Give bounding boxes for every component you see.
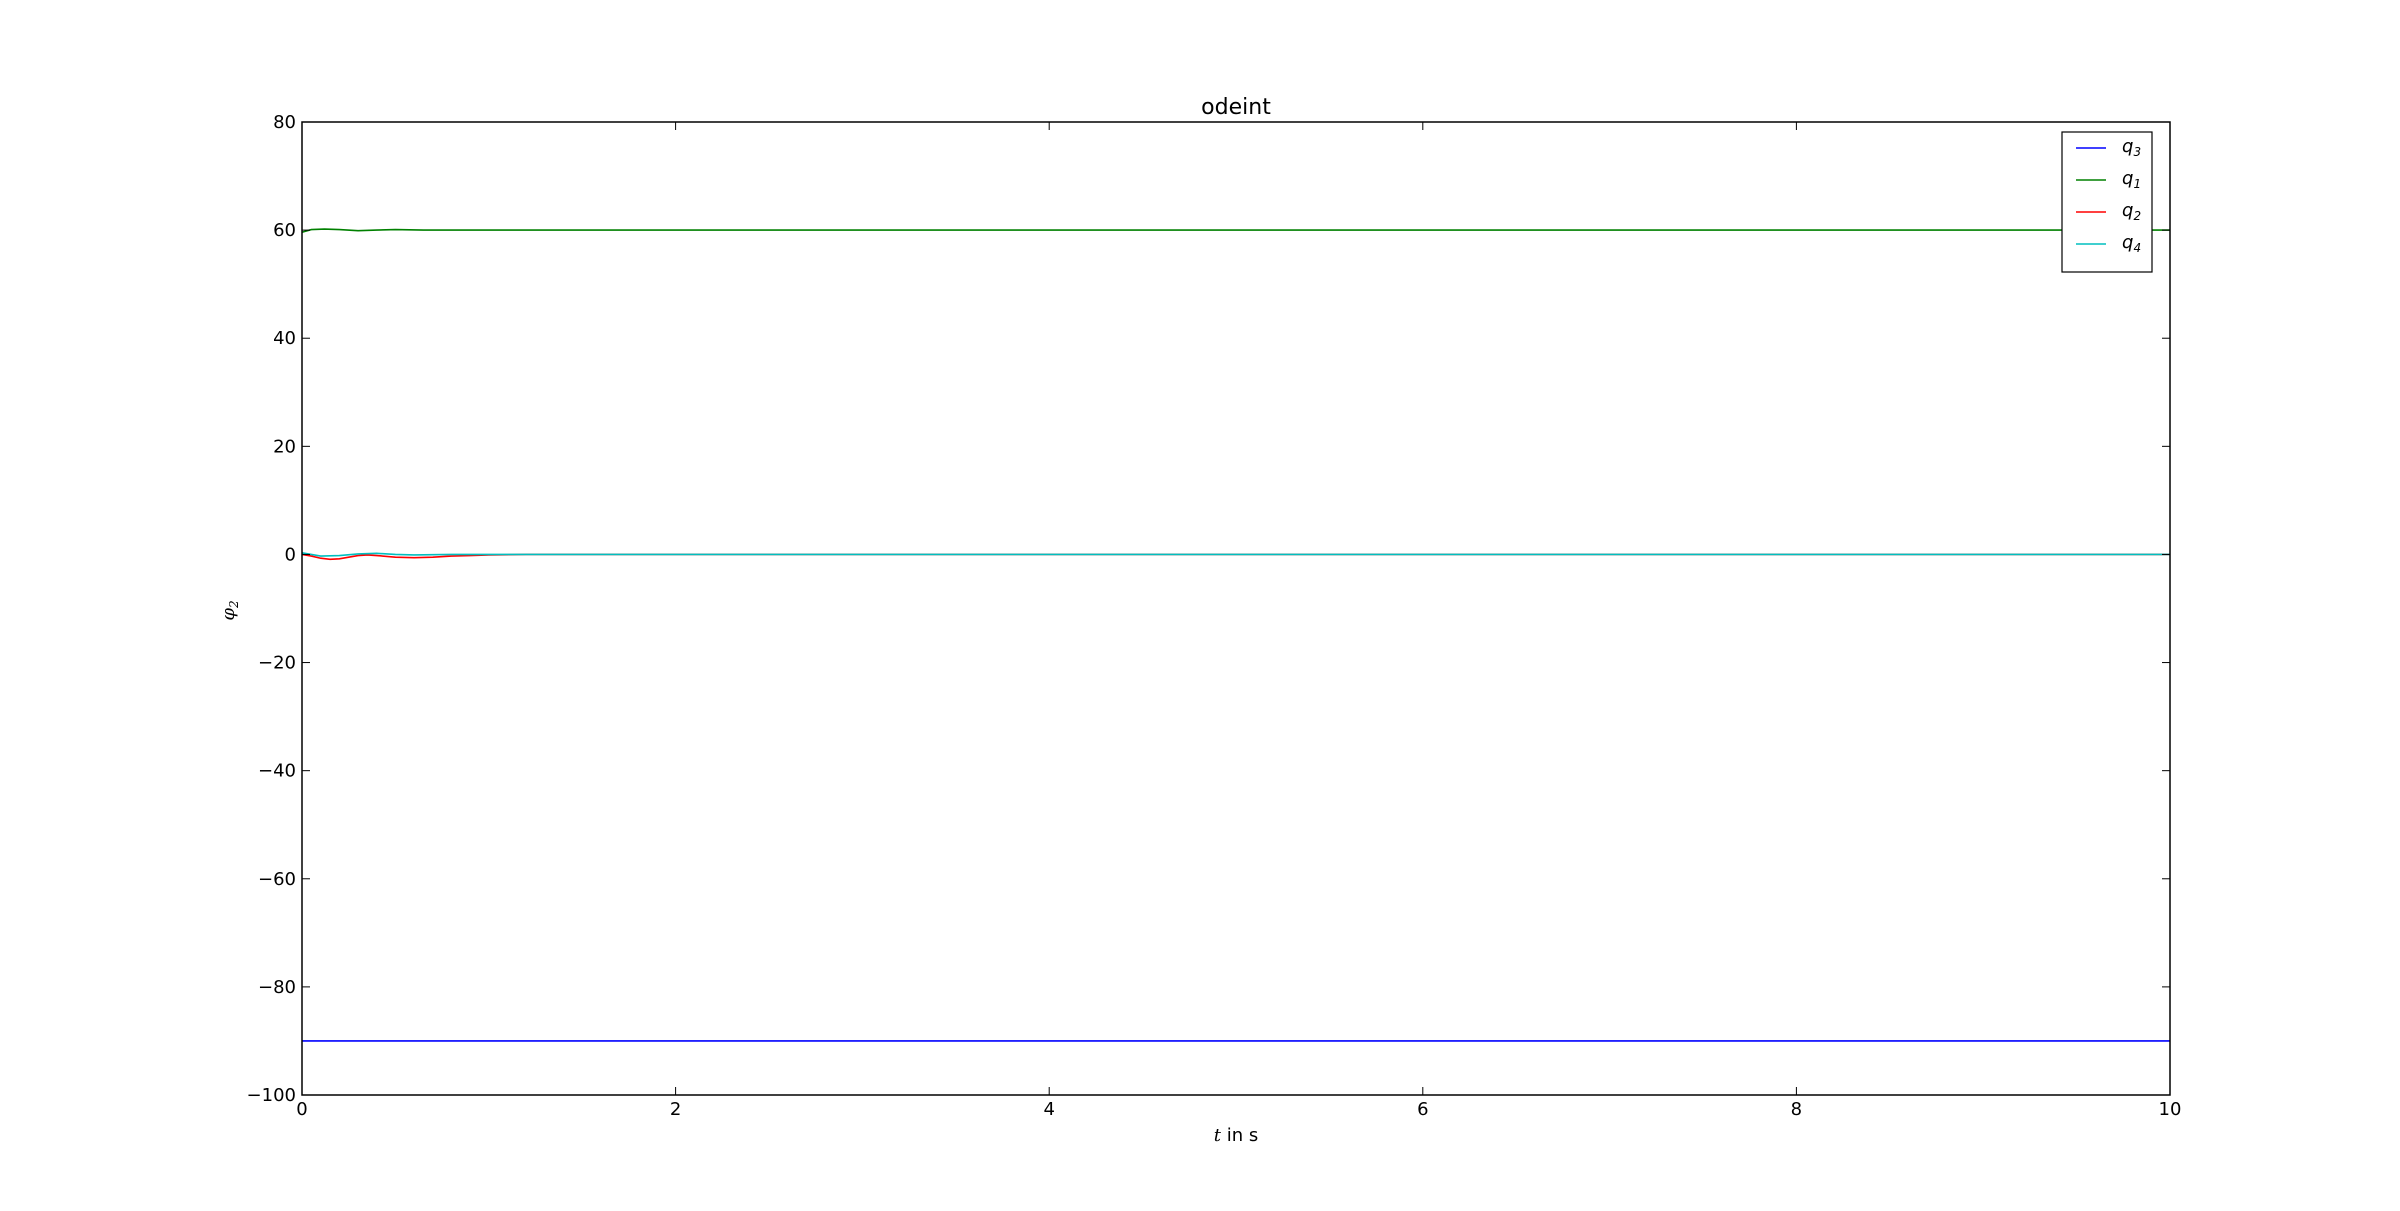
x-tick-label: 10 <box>2159 1099 2182 1120</box>
y-tick-label: −100 <box>247 1085 296 1106</box>
x-tick-label: 4 <box>1043 1099 1054 1120</box>
x-axis-label-rest: in s <box>1221 1125 1258 1146</box>
x-axis-label: t in s <box>1214 1125 1258 1146</box>
x-tick-label: 2 <box>670 1099 681 1120</box>
y-tick-label: −40 <box>258 761 296 782</box>
y-tick-label: 20 <box>273 436 296 457</box>
ticks-layer: 0 2 4 6 8 10 80 60 40 20 0 −20 −40 −60 −80 −100 <box>247 112 2182 1120</box>
y-axis-label-subscript: 2 <box>227 600 241 609</box>
x-tick-label: 6 <box>1417 1099 1428 1120</box>
y-tick-label: 80 <box>273 112 296 133</box>
x-tick-label: 8 <box>1791 1099 1802 1120</box>
chart-title: odeint <box>1201 95 1271 120</box>
y-tick-label: −20 <box>258 653 296 674</box>
series-layer <box>301 228 2170 1042</box>
y-tick-label: −80 <box>258 977 296 998</box>
y-tick-label: −60 <box>258 869 296 890</box>
series-line-q2 <box>301 553 2170 561</box>
y-axis-label: φ2 <box>218 600 241 620</box>
x-axis-label-variable: t <box>1214 1125 1222 1146</box>
legend-box <box>2061 131 2153 273</box>
legend-label-q4: q4 <box>2122 232 2141 255</box>
legend-label-q1: q1 <box>2122 168 2141 191</box>
legend-label-q2: q2 <box>2122 200 2141 223</box>
legend: q3 q1 q2 q4 <box>2061 131 2153 273</box>
x-tick-label: 0 <box>296 1099 307 1120</box>
series-line-q4 <box>301 552 2170 557</box>
y-tick-label: 40 <box>273 328 296 349</box>
series-line-q1 <box>301 228 2170 234</box>
y-tick-label: 0 <box>285 544 296 565</box>
plot-frame <box>301 121 2171 1096</box>
y-tick-label: 60 <box>273 220 296 241</box>
legend-label-q3: q3 <box>2122 136 2141 159</box>
y-axis-label-base: φ <box>218 608 239 621</box>
